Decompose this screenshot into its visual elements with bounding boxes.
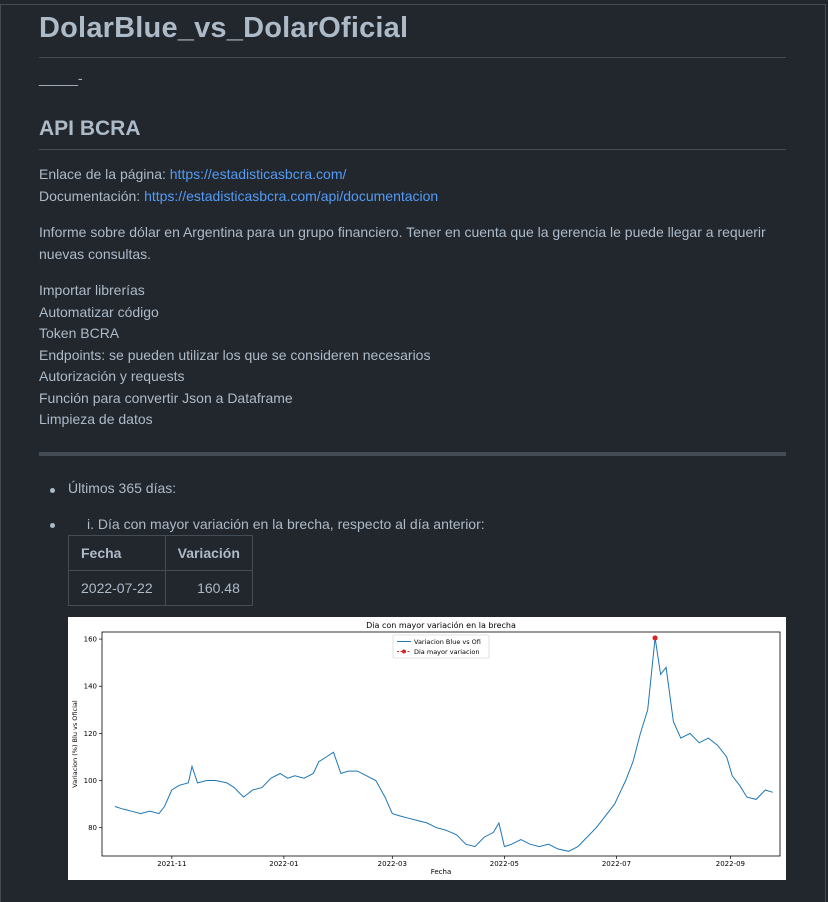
page-link-line: Enlace de la página: https://estadistica… [39,164,346,186]
table-header-date: Fecha [68,535,166,571]
chart-title: Dia con mayor variación en la brecha [366,620,516,630]
y-axis-ticks: 80 100 120 140 160 [84,636,102,832]
legend-label-highlight: Dia mayor variacion [414,648,480,656]
x-tick-label: 2022-05 [490,860,519,868]
description-line: Informe sobre dólar en Argentina para un… [39,224,766,240]
table-header-row: Fecha Variación [68,535,253,571]
x-tick-label: 2022-07 [602,860,631,868]
bullet-dot [50,488,55,493]
chart-image: Dia con mayor variación en la brecha 80 1… [68,617,786,880]
x-axis-label: Fecha [431,868,452,876]
description-paragraph: Informe sobre dólar en Argentina para un… [39,222,786,265]
bullet-item-max-variation: i. Día con mayor variación en la brecha,… [87,516,485,532]
step-item: Token BCRA [39,325,120,341]
legend-marker-highlight [402,649,406,654]
y-tick-label: 140 [84,683,97,691]
table-cell-variation: 160.48 [164,570,253,606]
section-divider [39,149,786,150]
line-chart: Dia con mayor variación en la brecha 80 1… [71,620,781,876]
y-tick-label: 160 [84,636,97,644]
step-item: Endpoints: se pueden utilizar los que se… [39,346,431,363]
docs-link-line: Documentación: https://estadisticasbcra.… [39,186,438,208]
legend-label-series: Variacion Blue vs Ofi [414,638,481,646]
steps-list: Importar librerías Automatizar código To… [39,280,430,431]
x-tick-label: 2021-11 [157,860,186,868]
y-tick-label: 100 [84,777,97,785]
page-link[interactable]: https://estadisticasbcra.com/ [169,166,347,182]
bullet-dot [50,523,55,528]
x-axis-ticks: 2021-11 2022-01 2022-03 2022-05 2022-07 2022-… [157,856,745,868]
separator-text: _____- [39,70,83,86]
y-tick-label: 80 [88,824,97,832]
step-item: Automatizar código [39,303,159,320]
legend-box [392,634,490,659]
y-tick-label: 120 [84,730,97,738]
docs-link-label: Documentación: [39,188,141,204]
x-tick-label: 2022-03 [378,860,407,868]
x-tick-label: 2022-09 [716,860,745,868]
plot-area-frame [101,631,781,857]
table-cell-date: 2022-07-22 [68,570,166,606]
docs-link[interactable]: https://estadisticasbcra.com/api/documen… [144,188,439,204]
x-tick-label: 2022-01 [269,860,298,868]
highlight-point [652,635,658,641]
step-item: Función para convertir Json a Dataframe [39,389,293,406]
step-item: Limpieza de datos [39,411,153,427]
series-line-variacion [114,637,773,852]
step-item: Importar librerías [39,282,145,298]
title-divider [39,57,786,58]
table-row: 2022-07-22 160.48 [68,570,253,606]
table-header-variation: Variación [164,535,253,571]
page-title: DolarBlue_vs_DolarOficial [39,12,409,44]
result-table: Fecha Variación 2022-07-22 160.48 [68,535,253,606]
notebook-frame [0,4,826,902]
description-line: nuevas consultas. [39,245,152,262]
page-link-label: Enlace de la página: [39,166,166,182]
step-item: Autorización y requests [39,368,185,384]
chart-legend: Variacion Blue vs Ofi Dia mayor variacio… [392,634,490,659]
bullet-item-last-365: Últimos 365 días: [68,480,177,496]
y-axis-label: Variacion (%) Blu vs Oficial [71,700,79,788]
section-title: API BCRA [39,117,141,140]
thick-divider [39,452,786,456]
